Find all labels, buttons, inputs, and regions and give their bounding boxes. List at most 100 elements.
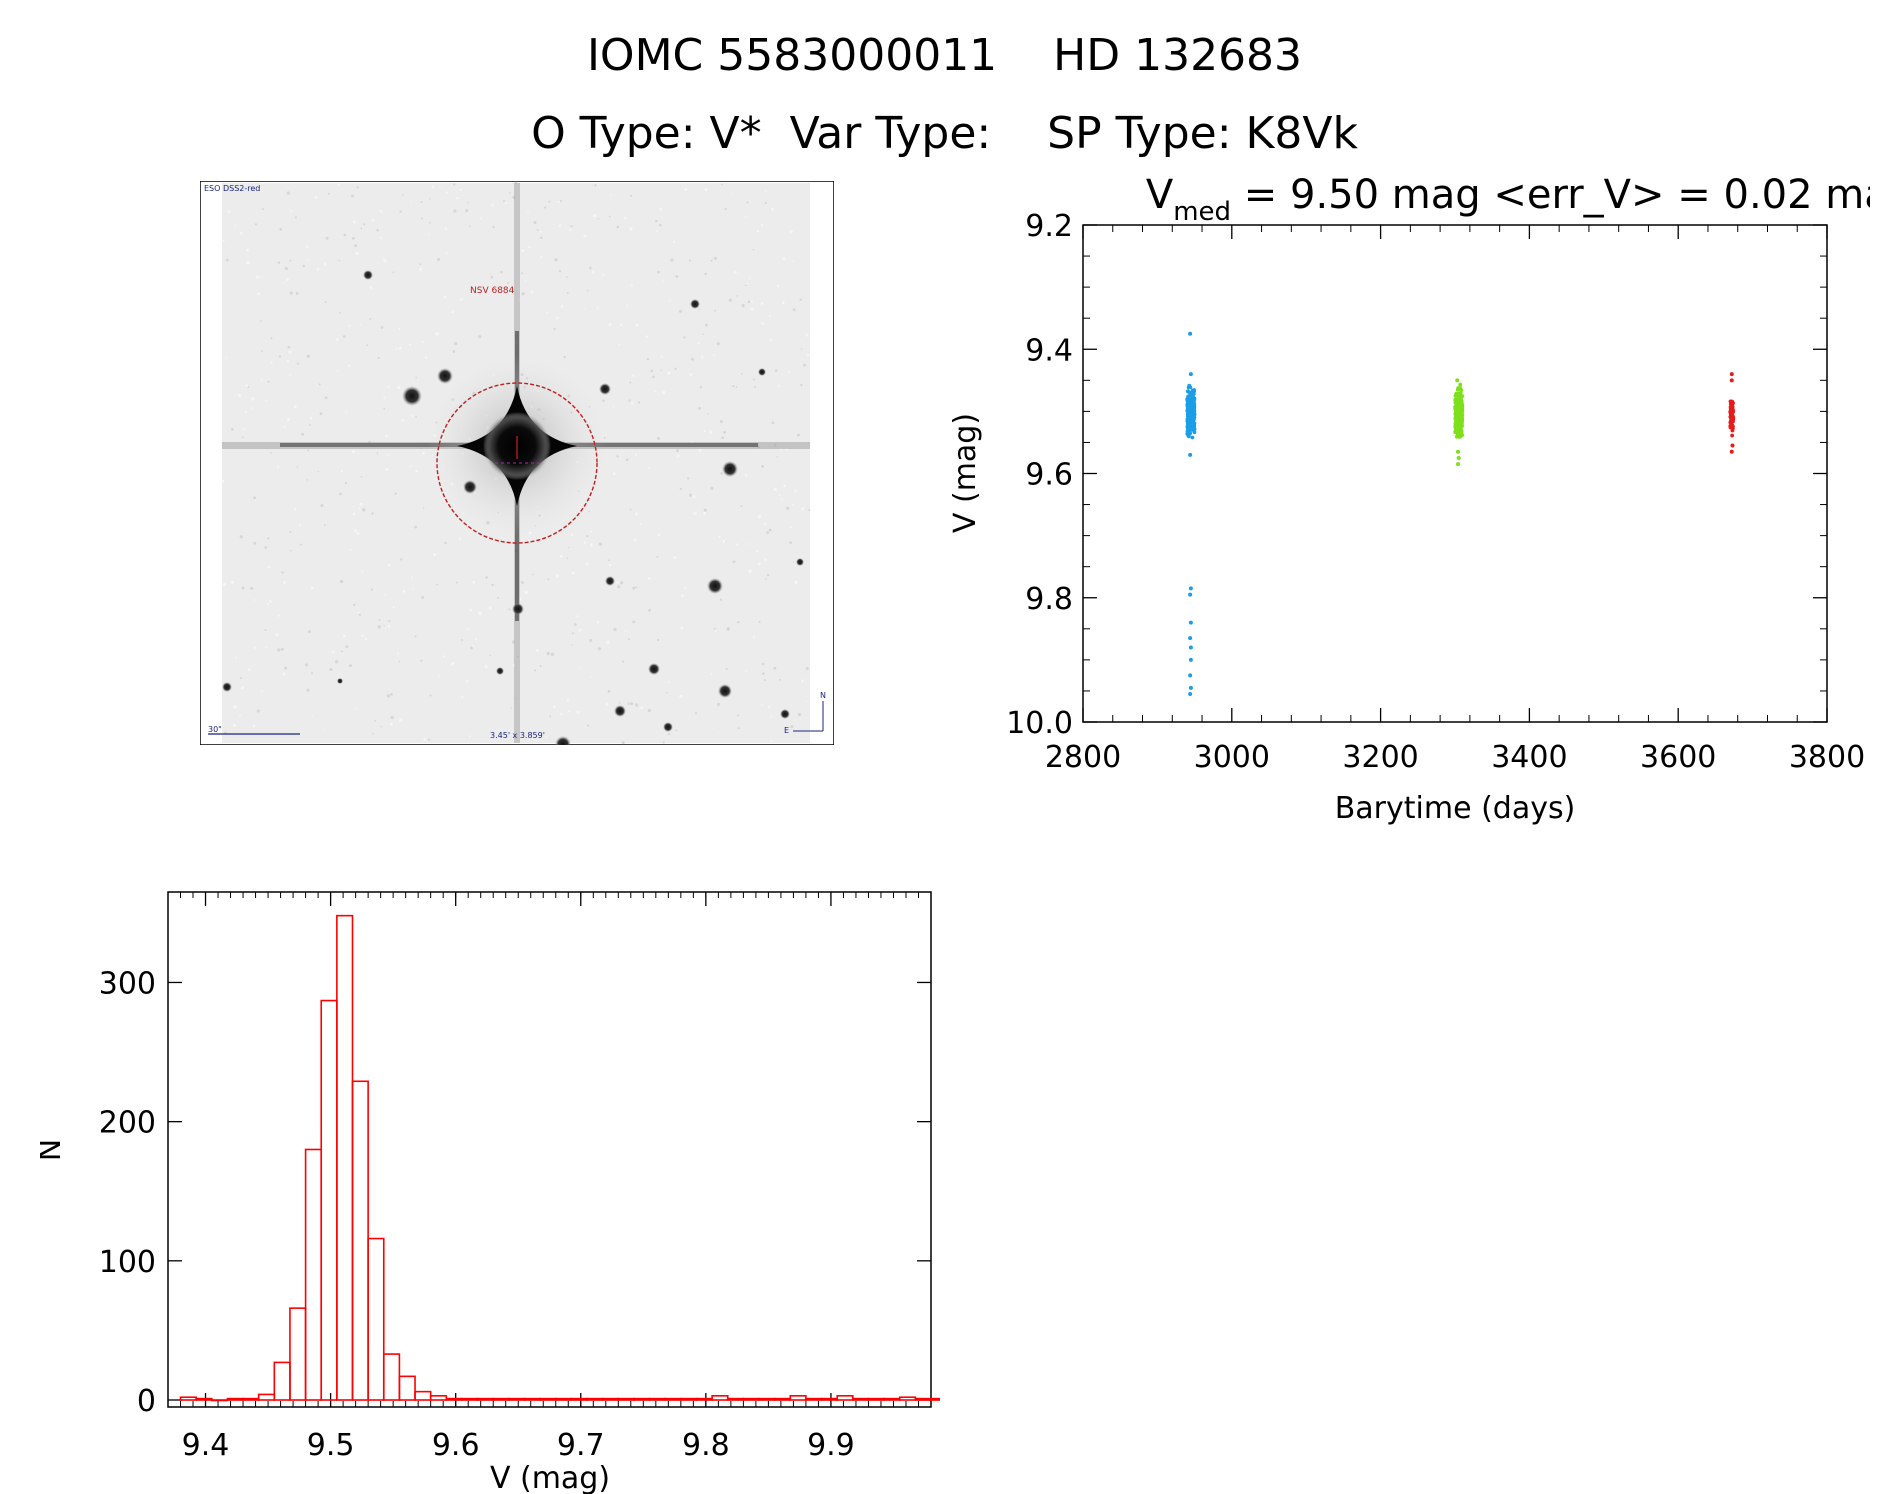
sky-noise-speck	[518, 298, 520, 301]
sky-noise-speck	[262, 182, 265, 185]
sky-noise-speck	[235, 656, 238, 659]
lc-point-outlier	[1188, 586, 1193, 591]
sky-noise-speck	[491, 204, 494, 207]
sky-noise-speck	[424, 356, 428, 359]
hist-bar	[336, 914, 354, 1401]
sky-noise-speck	[531, 573, 534, 576]
sky-noise-speck	[699, 386, 703, 389]
sky-noise-speck	[394, 492, 397, 495]
lc-point-outlier	[1729, 372, 1734, 377]
sky-noise-speck	[567, 710, 570, 713]
sky-noise-speck	[478, 335, 482, 339]
lc-title-main: V	[1146, 172, 1174, 218]
sky-noise-speck	[719, 598, 723, 601]
hist-ytick-label: 300	[99, 966, 156, 1001]
lc-point-outlier	[1188, 636, 1193, 641]
sky-noise-speck	[748, 570, 751, 573]
sky-noise-speck	[740, 505, 743, 508]
sky-noise-speck	[250, 586, 254, 590]
sky-noise-speck	[680, 626, 684, 630]
sky-noise-speck	[246, 248, 249, 252]
lc-point	[1457, 413, 1461, 418]
sky-noise-speck	[752, 378, 756, 381]
sky-noise-speck	[777, 384, 781, 387]
sky-noise-speck	[470, 646, 473, 650]
sky-noise-speck	[768, 314, 771, 318]
lc-point	[1728, 399, 1733, 404]
sky-noise-speck	[587, 724, 590, 727]
lc-title-sub: med	[1173, 197, 1231, 227]
sky-noise-speck	[392, 271, 395, 274]
sky-noise-speck	[589, 530, 592, 533]
sky-noise-speck	[675, 449, 679, 453]
sky-noise-speck	[469, 225, 471, 228]
sky-noise-speck	[703, 429, 706, 433]
sky-noise-speck	[260, 378, 263, 381]
sky-noise-speck	[630, 284, 634, 287]
sky-noise-speck	[284, 666, 288, 670]
sky-noise-speck	[466, 680, 469, 683]
lc-point	[1192, 388, 1196, 392]
sky-noise-speck	[459, 297, 463, 301]
sky-noise-speck	[678, 309, 683, 313]
sky-noise-speck	[549, 715, 552, 718]
sky-noise-speck	[390, 722, 393, 726]
sky-noise-speck	[613, 715, 615, 718]
sky-noise-speck	[246, 261, 250, 265]
sky-noise-speck	[351, 194, 354, 198]
sky-noise-speck	[703, 511, 707, 515]
lc-axis-ticks: 2800 3000 3200 3400 3600 3800 9.2 9.4 9.6 9.8 10.0	[1006, 209, 1865, 775]
sky-noise-speck	[383, 259, 387, 263]
sky-noise-speck	[731, 193, 733, 195]
sky-noise-speck	[348, 324, 351, 327]
sky-noise-speck	[402, 590, 406, 593]
lc-xtick-label: 3600	[1640, 740, 1716, 775]
hist-bar	[461, 1397, 479, 1401]
sky-noise-speck	[666, 691, 668, 694]
sky-noise-speck	[773, 487, 777, 492]
sky-noise-speck	[794, 580, 798, 584]
sky-noise-speck	[339, 579, 344, 584]
hist-bar	[898, 1396, 917, 1401]
sky-noise-speck	[527, 210, 529, 213]
sky-noise-speck	[362, 508, 366, 512]
sky-noise-speck	[290, 209, 293, 212]
sky-noise-speck	[310, 586, 314, 590]
lc-point-outlier	[1188, 673, 1193, 678]
sky-noise-speck	[264, 546, 268, 549]
sky-noise-speck	[667, 733, 670, 736]
sky-noise-speck	[752, 248, 755, 251]
sky-noise-speck	[805, 666, 809, 671]
sky-noise-speck	[422, 451, 425, 455]
sky-noise-speck	[299, 524, 302, 527]
sky-noise-speck	[629, 227, 633, 231]
sky-noise-speck	[428, 221, 431, 224]
sky-noise-speck	[736, 621, 740, 624]
sky-noise-speck	[408, 343, 411, 346]
sky-noise-speck	[596, 621, 600, 624]
sky-noise-speck	[353, 603, 356, 607]
sky-noise-speck	[395, 348, 398, 350]
sky-noise-speck	[592, 213, 597, 218]
sky-noise-speck	[674, 367, 677, 371]
sky-noise-speck	[608, 559, 611, 562]
sky-noise-speck	[514, 181, 518, 185]
sky-noise-speck	[808, 509, 811, 512]
sky-noise-speck	[356, 186, 359, 189]
sky-noise-speck	[571, 571, 575, 575]
lc-point-outlier	[1455, 462, 1460, 467]
sky-noise-speck	[511, 640, 516, 644]
sky-noise-speck	[492, 225, 495, 229]
sky-noise-speck	[508, 192, 511, 194]
sky-noise-speck	[242, 436, 244, 439]
sky-noise-speck	[230, 580, 234, 584]
lc-point	[1192, 417, 1196, 422]
sky-noise-speck	[794, 489, 797, 492]
hist-ytick-label: 200	[99, 1106, 156, 1141]
sky-noise-speck	[351, 450, 355, 454]
sky-noise-speck	[245, 384, 248, 388]
sky-noise-speck	[596, 306, 599, 309]
sky-noise-speck	[488, 606, 492, 610]
sky-noise-speck	[267, 380, 270, 383]
sky-noise-speck	[255, 275, 260, 279]
